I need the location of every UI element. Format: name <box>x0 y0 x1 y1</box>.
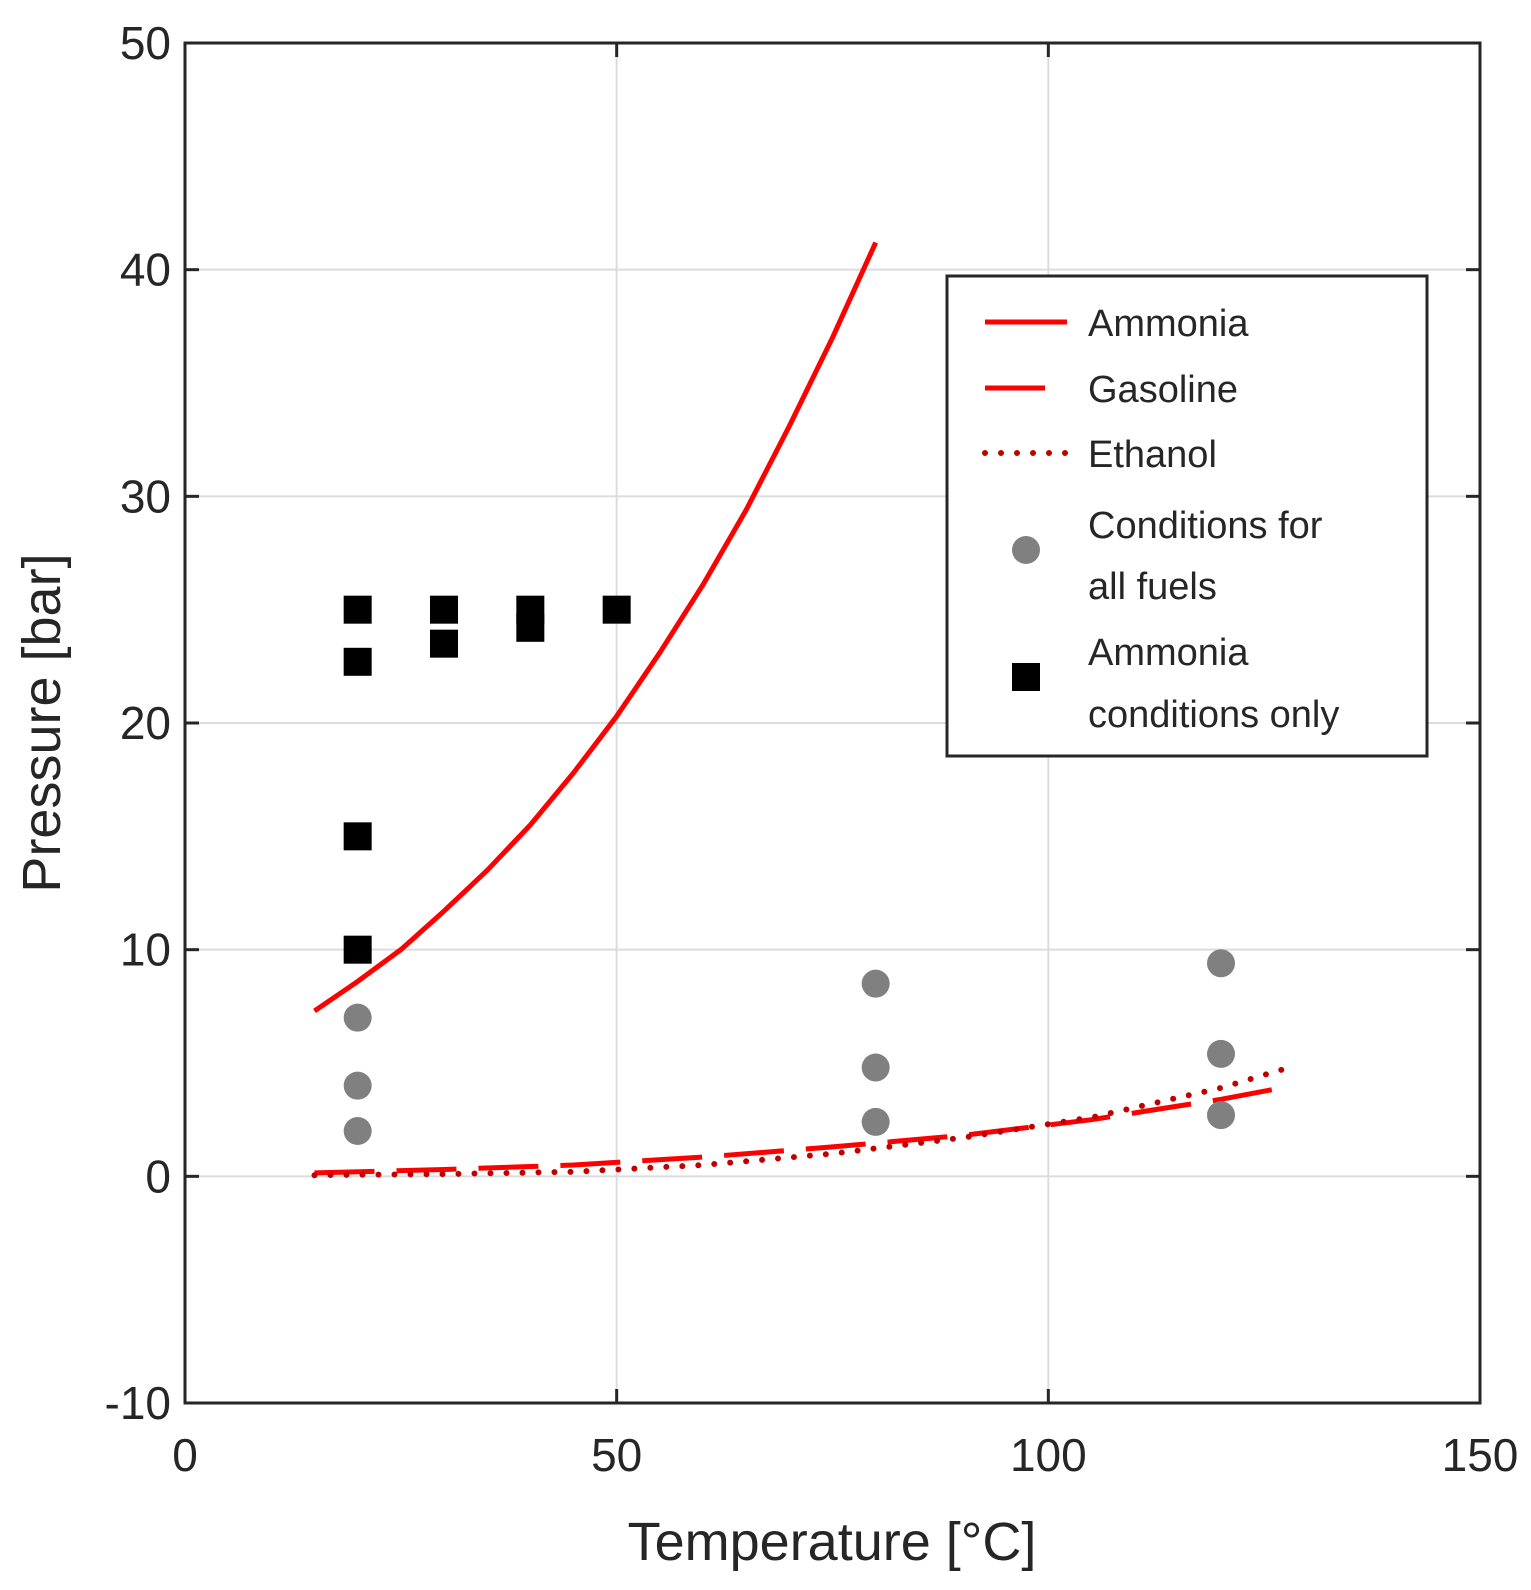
legend-label-ethanol: Ethanol <box>1088 434 1217 476</box>
point-ammonia-conditions-only <box>343 647 372 676</box>
x-tick-label: 150 <box>1442 1429 1519 1481</box>
legend-marker-all-fuels <box>1012 536 1040 564</box>
ticks <box>183 41 1482 1405</box>
y-tick-label: -10 <box>105 1377 171 1429</box>
point-ammonia-conditions-only <box>343 822 372 851</box>
legend-label-ammonia-only-2: conditions only <box>1088 694 1339 736</box>
series-lines <box>311 241 1285 1179</box>
legend: Ammonia Gasoline Ethanol Conditions for … <box>945 274 1429 758</box>
point-conditions-for-all-fuels <box>861 969 890 998</box>
point-conditions-for-all-fuels <box>861 1107 890 1136</box>
legend-label-all-fuels-1: Conditions for <box>1088 505 1323 547</box>
x-tick-label: 50 <box>591 1429 642 1481</box>
point-ammonia-conditions-only <box>343 595 372 624</box>
point-ammonia-conditions-only <box>516 595 545 624</box>
x-tick-label: 0 <box>172 1429 198 1481</box>
point-ammonia-conditions-only <box>430 629 458 658</box>
point-conditions-for-all-fuels <box>343 1003 372 1032</box>
x-axis-title: Temperature [°C] <box>628 1512 1037 1572</box>
point-conditions-for-all-fuels <box>1207 1101 1235 1130</box>
legend-label-ammonia-only-1: Ammonia <box>1088 632 1249 674</box>
y-tick-label: 30 <box>120 470 171 522</box>
point-ammonia-conditions-only <box>343 935 372 964</box>
legend-marker-ammonia-only <box>1012 663 1040 691</box>
y-tick-label: 0 <box>145 1150 171 1202</box>
series-line-ammonia <box>313 241 878 1013</box>
y-tick-label: 40 <box>120 244 171 296</box>
legend-label-all-fuels-2: all fuels <box>1088 566 1217 608</box>
point-ammonia-conditions-only <box>602 595 631 624</box>
series-markers <box>343 595 1235 1145</box>
point-conditions-for-all-fuels <box>861 1053 890 1082</box>
y-tick-label: 20 <box>120 697 171 749</box>
point-ammonia-conditions-only <box>430 595 458 624</box>
point-conditions-for-all-fuels <box>1207 949 1235 978</box>
point-conditions-for-all-fuels <box>343 1117 372 1145</box>
legend-label-gasoline: Gasoline <box>1088 369 1238 411</box>
y-tick-label: 50 <box>120 17 171 69</box>
y-tick-label: 10 <box>120 924 171 976</box>
series-line-gasoline <box>314 1085 1282 1176</box>
point-conditions-for-all-fuels <box>1207 1039 1235 1068</box>
y-axis-title: Pressure [bar] <box>12 553 72 892</box>
x-tick-label: 100 <box>1010 1429 1087 1481</box>
legend-label-ammonia: Ammonia <box>1088 303 1249 345</box>
point-conditions-for-all-fuels <box>343 1071 372 1100</box>
